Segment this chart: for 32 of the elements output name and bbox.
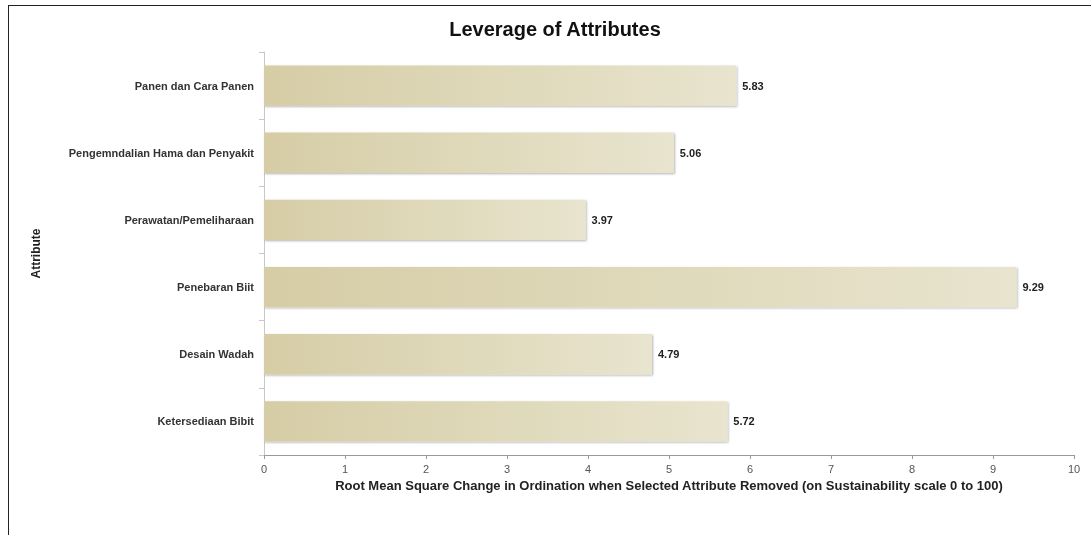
x-axis-title: Root Mean Square Change in Ordination when Selected Attribute Removed (on Sustainability scale 0 to 100) [335, 478, 1003, 493]
x-tick-label: 9 [989, 462, 997, 475]
x-tick-label: 3 [503, 462, 511, 475]
y-tick-label: Ketersediaan Bibit [157, 415, 255, 428]
y-axis-title: Attribute [29, 228, 43, 279]
data-label: 4.79 [657, 348, 680, 361]
y-tick-label: Penebaran Biit [176, 281, 255, 294]
data-label: 3.97 [591, 213, 613, 226]
data-label: 9.29 [1022, 281, 1044, 294]
x-tick-label: 4 [584, 462, 592, 475]
x-tick-label: 6 [746, 462, 754, 475]
x-tick-label: 8 [908, 462, 916, 475]
x-tick-label: 10 [1067, 462, 1081, 475]
x-tick-label: 1 [341, 462, 349, 475]
x-tick-label: 5 [665, 462, 673, 475]
y-tick-label: Desain Wadah [179, 348, 255, 361]
bar [264, 65, 737, 106]
data-label: 5.06 [679, 146, 702, 159]
y-tick-label: Perawatan/Pemeliharaan [124, 213, 255, 226]
y-tick-label: Pengemndalian Hama dan Penyakit [68, 146, 255, 159]
bar [264, 401, 728, 442]
bar [264, 132, 674, 173]
data-label: 5.83 [742, 79, 764, 92]
y-tick-label: Panen dan Cara Panen [134, 79, 255, 92]
data-label: 5.72 [733, 415, 755, 428]
bar [264, 334, 652, 375]
x-tick-label: 0 [260, 462, 268, 475]
x-tick-label: 2 [422, 462, 430, 475]
x-tick-label: 7 [827, 462, 835, 475]
bar [264, 266, 1017, 308]
bar [264, 199, 586, 241]
chart-title: Leverage of Attributes [449, 18, 661, 40]
